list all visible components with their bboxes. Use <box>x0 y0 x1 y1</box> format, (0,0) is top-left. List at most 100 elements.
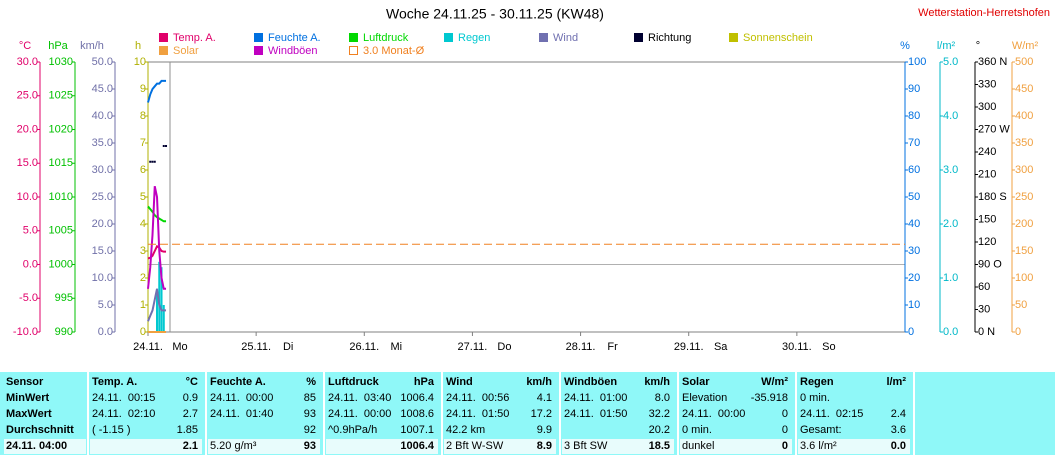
rain-bar <box>160 267 163 332</box>
y-tick-label: 100 <box>1015 272 1033 284</box>
y-tick-label: 5.0 <box>98 299 113 311</box>
column-separator <box>323 372 325 455</box>
y-tick-label: 90 O <box>978 258 1002 270</box>
table-column: Wind km/h 24.11. 00:56 4.1 24.11. 01:50 17.2 4… <box>444 372 556 455</box>
table-cell: 0 min. <box>798 391 910 406</box>
cell-text: 24.11. 03:40 <box>328 392 392 404</box>
y-tick-label: 0 N <box>978 326 995 338</box>
cell-text: 24.11. 00:15 <box>92 392 156 404</box>
header-unit: °C <box>185 376 198 388</box>
x-tick-label: 24.11. <box>133 341 163 353</box>
row-label-text: Durchschnitt <box>6 424 74 436</box>
y-tick-label: 300 <box>1015 164 1033 176</box>
cell-value: 17.2 <box>530 408 552 420</box>
legend-label: Feuchte A. <box>268 32 321 44</box>
x-tick-label: 25.11. <box>241 341 271 353</box>
y-tick-label: 30.0 <box>92 164 113 176</box>
cell-value: 93 <box>303 408 316 420</box>
header-cell: Solar W/m² <box>680 375 792 390</box>
row-label: Durchschnitt <box>4 423 86 438</box>
y-tick-label: 10.0 <box>17 191 38 203</box>
plot-area <box>147 61 906 333</box>
y-tick-label: 10 <box>908 299 920 311</box>
y-tick-label: 0 <box>1015 326 1021 338</box>
y-tick-label: 50 <box>1015 299 1027 311</box>
header-label: Sensor <box>6 376 44 388</box>
y-tick-label: 350 <box>1015 137 1033 149</box>
header-cell: Wind km/h <box>444 375 556 390</box>
row-label-text: 24.11. 04:00 <box>6 440 68 452</box>
header-cell: Feuchte A.% <box>208 375 320 390</box>
y-tick-label: 5.0 <box>943 56 958 68</box>
cell-text: 24.11. 00:00 <box>682 408 746 420</box>
y-tick-label: 70 <box>908 137 920 149</box>
header-unit: km/h <box>526 376 552 388</box>
table-cell: 20.2 <box>562 423 674 438</box>
y-tick-label: 330 <box>978 78 996 90</box>
row-label: MinWert <box>4 391 86 406</box>
axis-title: km/h <box>80 40 104 52</box>
y-tick-label: 6 <box>140 164 146 176</box>
cell-value: 2.7 <box>182 408 198 420</box>
column-separator <box>913 372 915 455</box>
y-tick-label: 10.0 <box>92 272 113 284</box>
x-tick-label: 27.11. <box>458 341 488 353</box>
cell-value: 1007.1 <box>400 424 434 436</box>
cell-value: 1008.6 <box>400 408 434 420</box>
rain-bar <box>158 261 161 332</box>
header-label: Solar <box>682 376 710 388</box>
x-tick-day: Fr <box>607 341 618 353</box>
y-tick-label: 9 <box>140 83 146 95</box>
cell-text: 24.11. 02:15 <box>800 408 864 420</box>
table-column: Temp. A. °C 24.11. 00:15 0.9 24.11. 02:10 2.7… <box>90 372 202 455</box>
y-tick-label: 15.0 <box>92 245 113 257</box>
y-tick-label: 60 <box>908 164 920 176</box>
table-column: Windböen km/h 24.11. 01:00 8.0 24.11. 01:50 3… <box>562 372 674 455</box>
table-cell: 24.11. 00:00 1008.6 <box>326 407 438 422</box>
cell-text: dunkel <box>682 440 715 452</box>
y-tick-label: 2 <box>140 272 146 284</box>
cell-value: 0.9 <box>182 392 198 404</box>
y-tick-label: 1020 <box>49 123 73 135</box>
y-tick-label: 200 <box>1015 218 1033 230</box>
x-tick-label: 29.11. <box>674 341 704 353</box>
y-tick-label: 20.0 <box>92 218 113 230</box>
y-tick-label: 10 <box>134 56 146 68</box>
table-cell: 0 min. 0 <box>680 423 792 438</box>
y-tick-label: 1010 <box>49 191 73 203</box>
table-cell: Gesamt: 3.6 <box>798 423 910 438</box>
x-tick-label: 28.11. <box>566 341 596 353</box>
cell-value: 0.0 <box>890 440 906 452</box>
table-cell: 24.11. 00:00 85 <box>208 391 320 406</box>
header-unit: l/m² <box>886 376 906 388</box>
y-tick-label: 25.0 <box>92 191 113 203</box>
cell-text: Elevation <box>682 392 728 404</box>
y-tick-label: 40.0 <box>92 110 113 122</box>
header-unit: % <box>306 376 316 388</box>
y-tick-label: 25.0 <box>17 90 38 102</box>
y-tick-label: 270 W <box>978 123 1010 135</box>
cell-value: 8.0 <box>654 392 670 404</box>
y-tick-label: 90 <box>908 83 920 95</box>
table-cell: 92 <box>208 423 320 438</box>
legend-swatch <box>634 33 643 42</box>
table-cell: Elevation -35.918 <box>680 391 792 406</box>
y-tick-label: 3.0 <box>943 164 958 176</box>
table-cell: 2.1 <box>90 439 202 454</box>
cell-text: ^0.9hPa/h <box>328 424 378 436</box>
y-tick-label: 150 <box>978 213 996 225</box>
table-cell: 24.11. 00:15 0.9 <box>90 391 202 406</box>
y-tick-label: 120 <box>978 236 996 248</box>
axis-title: l/m² <box>937 40 956 52</box>
cell-text: Gesamt: <box>800 424 842 436</box>
cell-text: 42.2 km <box>446 424 486 436</box>
header-cell: Luftdruck hPa <box>326 375 438 390</box>
legend-swatch <box>254 33 263 42</box>
y-tick-label: 400 <box>1015 110 1033 122</box>
header-cell: Temp. A. °C <box>90 375 202 390</box>
y-tick-label: 150 <box>1015 245 1033 257</box>
header-cell: Regen l/m² <box>798 375 910 390</box>
y-tick-label: 300 <box>978 101 996 113</box>
y-tick-label: 5.0 <box>23 225 38 237</box>
y-tick-label: 40 <box>908 218 920 230</box>
